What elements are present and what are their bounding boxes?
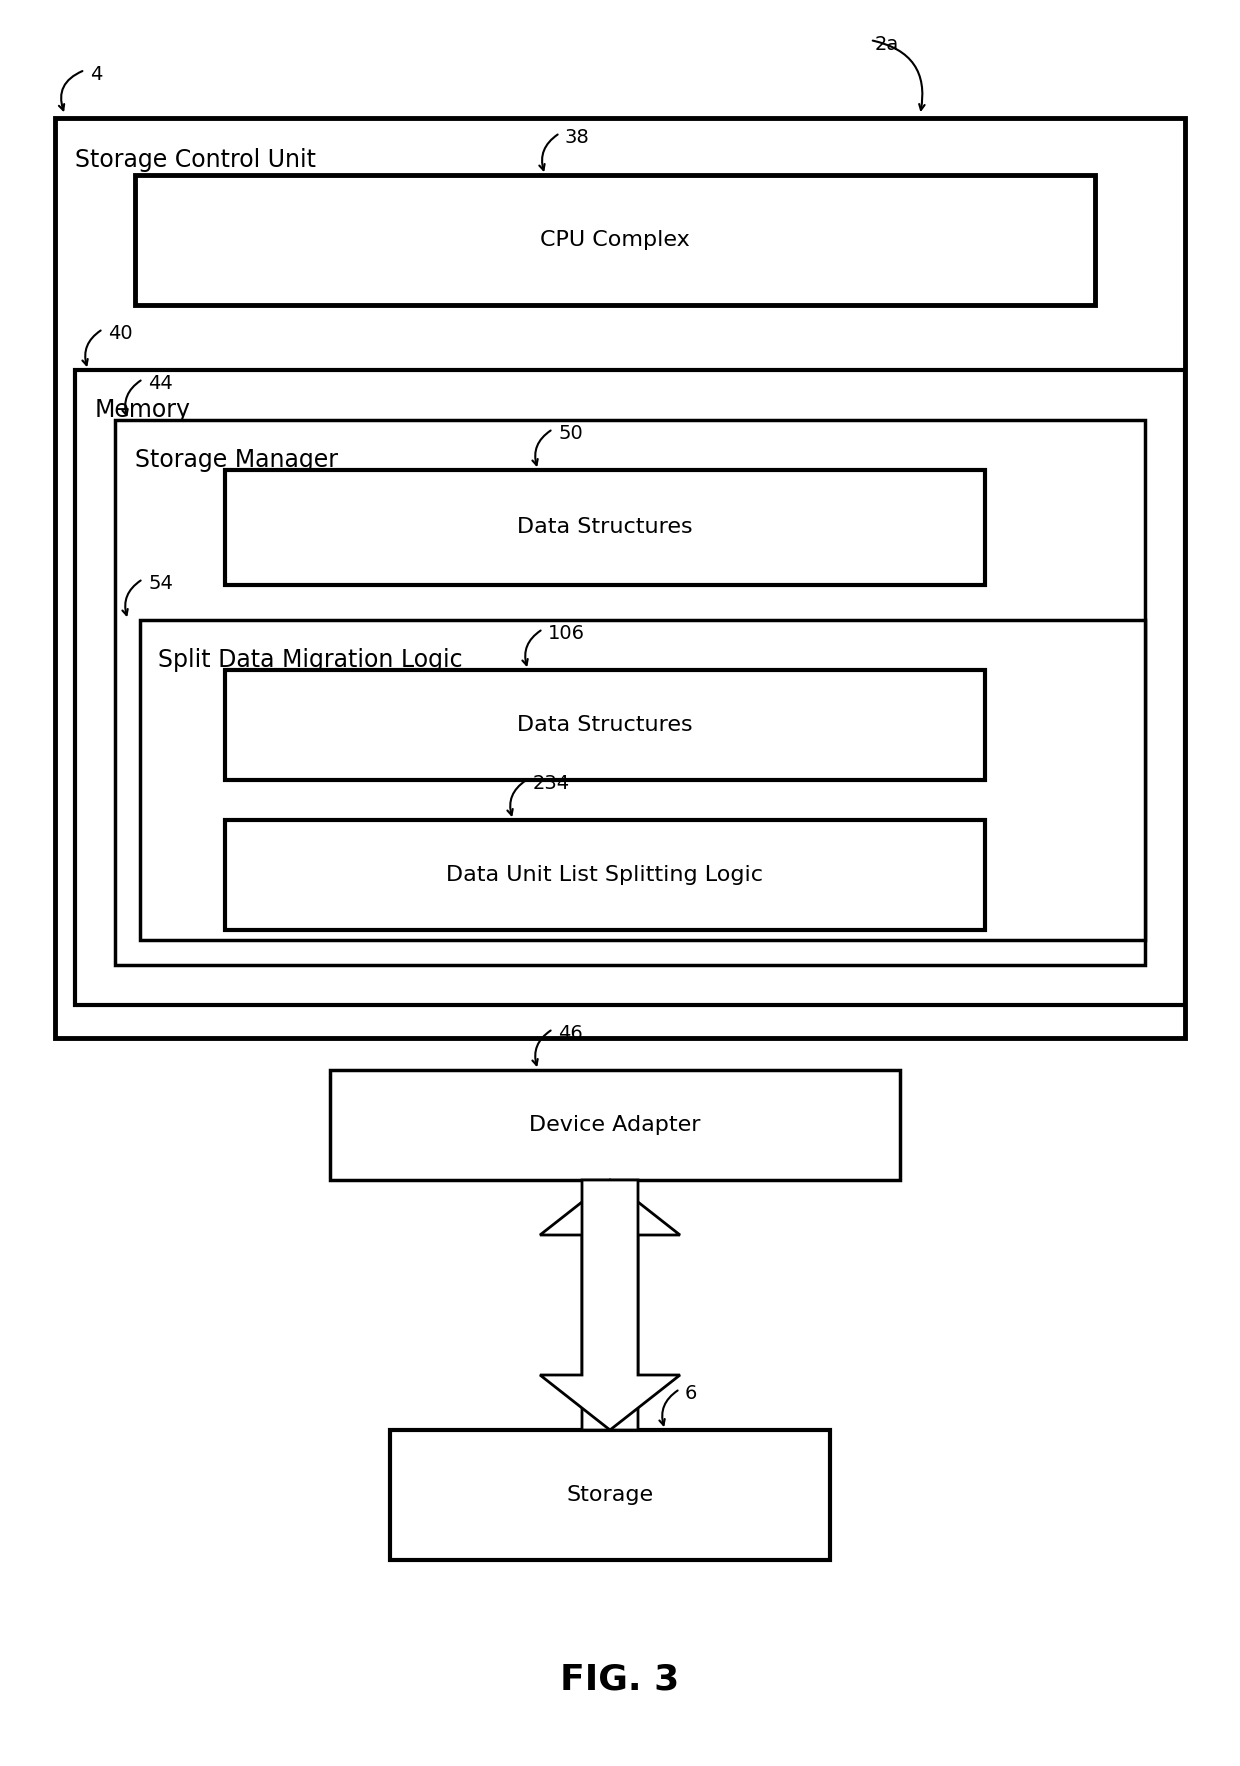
Text: 2a: 2a (875, 35, 899, 55)
Text: Split Data Migration Logic: Split Data Migration Logic (157, 648, 463, 673)
Text: Device Adapter: Device Adapter (529, 1114, 701, 1136)
Bar (135, 175, 1095, 306)
Text: 6: 6 (684, 1385, 697, 1402)
Text: 234: 234 (533, 774, 570, 793)
Text: 44: 44 (148, 374, 172, 394)
Text: CPU Complex: CPU Complex (541, 230, 689, 251)
Bar (115, 420, 1145, 964)
Bar (55, 118, 1185, 1038)
Bar (330, 1070, 900, 1180)
Text: Memory: Memory (95, 397, 191, 422)
Text: Data Structures: Data Structures (517, 715, 693, 735)
Text: Storage: Storage (567, 1485, 653, 1505)
Text: 46: 46 (558, 1024, 583, 1044)
Text: Storage Manager: Storage Manager (135, 449, 339, 472)
Bar (140, 620, 1145, 940)
Text: 38: 38 (565, 127, 590, 147)
Text: 106: 106 (548, 623, 585, 643)
Text: Storage Control Unit: Storage Control Unit (74, 148, 316, 171)
Polygon shape (539, 1180, 680, 1430)
Text: 4: 4 (91, 65, 103, 85)
Bar (224, 470, 985, 585)
Text: Data Structures: Data Structures (517, 517, 693, 537)
Text: FIG. 3: FIG. 3 (560, 1664, 680, 1697)
Text: 40: 40 (108, 323, 133, 343)
Polygon shape (539, 1180, 680, 1430)
Bar (224, 669, 985, 781)
Text: 50: 50 (558, 424, 583, 443)
Bar (74, 371, 1185, 1005)
Bar (391, 1430, 830, 1559)
Text: Data Unit List Splitting Logic: Data Unit List Splitting Logic (446, 865, 764, 885)
Text: 54: 54 (148, 574, 172, 593)
Bar (224, 819, 985, 931)
